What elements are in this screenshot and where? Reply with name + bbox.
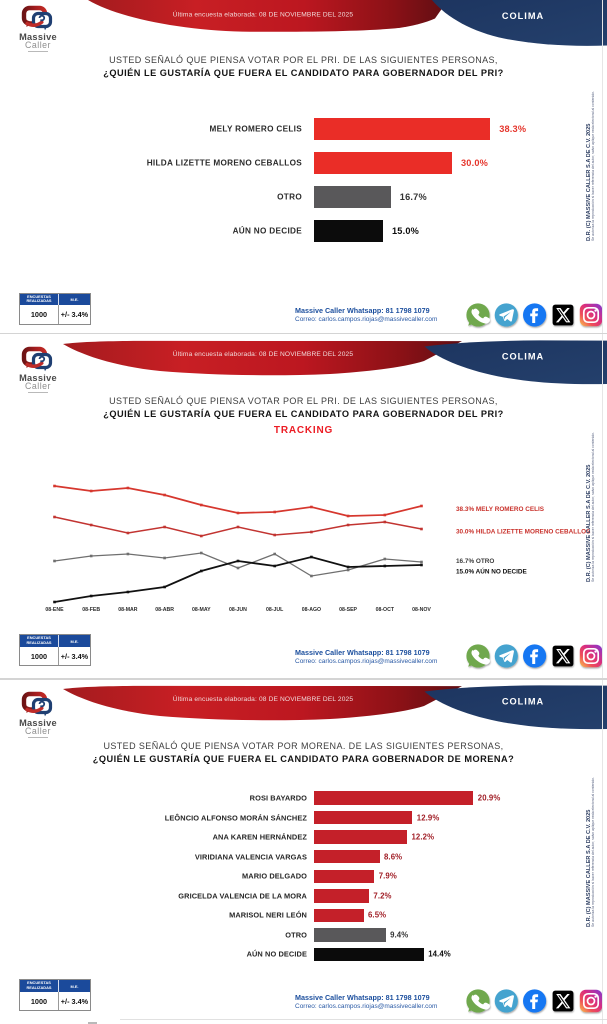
svg-text:08-ABR: 08-ABR	[155, 607, 174, 613]
svg-text:08-SEP: 08-SEP	[339, 607, 357, 613]
svg-text:08-JUL: 08-JUL	[266, 607, 284, 613]
svg-text:COLIMA: COLIMA	[502, 11, 544, 21]
svg-text:08-FEB: 08-FEB	[82, 607, 100, 613]
svg-text:08-AGO: 08-AGO	[302, 607, 321, 613]
svg-text:38.3% MELY ROMERO CELIS: 38.3% MELY ROMERO CELIS	[456, 506, 545, 513]
svg-text:08-MAY: 08-MAY	[192, 607, 211, 613]
svg-text:30.0% HILDA LIZETTE MORENO CEB: 30.0% HILDA LIZETTE MORENO CEBALLOS	[456, 529, 591, 536]
svg-text:COLIMA: COLIMA	[502, 696, 544, 706]
svg-text:Última encuesta elaborada: 08: Última encuesta elaborada: 08 DE NOVIEMB…	[173, 9, 354, 18]
svg-text:08-NOV: 08-NOV	[412, 607, 431, 613]
svg-text:16.7% OTRO: 16.7% OTRO	[456, 558, 494, 565]
svg-text:08-JUN: 08-JUN	[229, 607, 247, 613]
svg-text:Última encuesta elaborada: 08: Última encuesta elaborada: 08 DE NOVIEMB…	[173, 349, 354, 358]
svg-text:08-MAR: 08-MAR	[118, 607, 138, 613]
svg-text:08-OCT: 08-OCT	[376, 607, 395, 613]
svg-text:15.0% AÚN NO DECIDE: 15.0% AÚN NO DECIDE	[456, 567, 528, 576]
svg-text:08-ENE: 08-ENE	[45, 607, 64, 613]
svg-text:COLIMA: COLIMA	[502, 351, 544, 361]
svg-text:Última encuesta elaborada: 08: Última encuesta elaborada: 08 DE NOVIEMB…	[173, 694, 354, 703]
